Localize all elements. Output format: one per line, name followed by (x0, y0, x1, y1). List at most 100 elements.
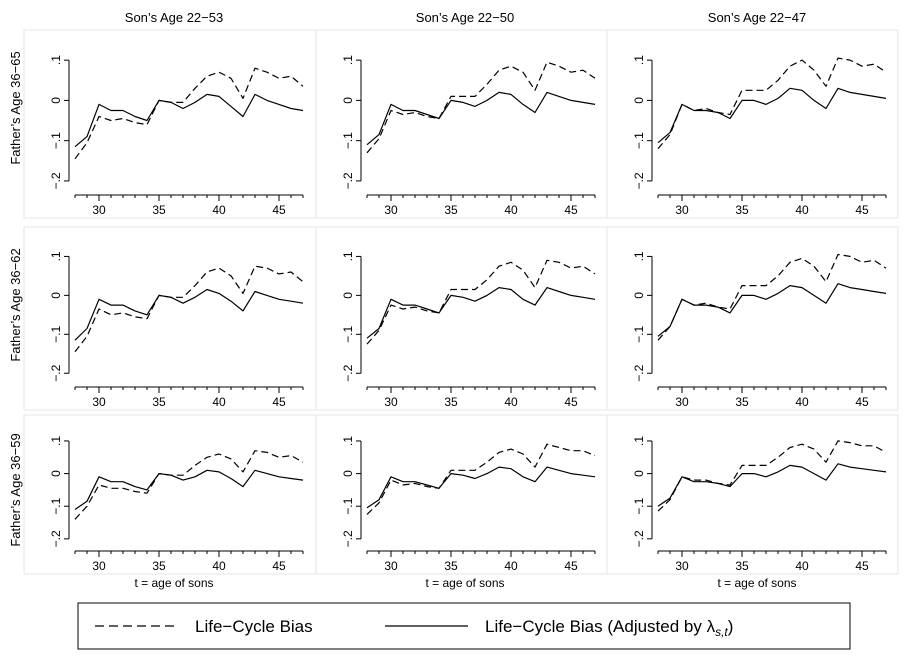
x-tick-label: 30 (384, 559, 398, 573)
row-label: Father’s Age 36−65 (8, 51, 23, 164)
series-line-solid (74, 93, 304, 148)
panel: −.2 −.1 0 .1 30 35 40 45 (23, 226, 317, 411)
y-tick-label: −.1 (632, 325, 646, 342)
series-line-dashed (657, 440, 887, 512)
y-tick-label: 0 (49, 470, 63, 477)
x-tick-label: 40 (504, 203, 518, 217)
x-tick-label: 45 (272, 395, 286, 409)
x-tick-label: 30 (675, 203, 689, 217)
y-tick-label: 0 (49, 97, 63, 104)
x-tick-label: 40 (212, 203, 226, 217)
x-tick-label: 45 (564, 559, 578, 573)
y-tick-label: −.2 (341, 364, 355, 381)
panel: −.2 −.1 0 .1 30 35 40 45 (23, 29, 317, 219)
x-tick-label: 30 (675, 559, 689, 573)
y-tick-label: .1 (632, 251, 646, 261)
y-tick-label: .1 (632, 55, 646, 65)
series-line-dashed (366, 443, 596, 515)
series-line-dashed (366, 259, 596, 345)
panels: −.2 −.1 0 .1 30 35 40 45 −.2 −.1 0 .1 30 35 40 45 −.2 −.1… (23, 29, 899, 575)
y-tick-label: .1 (341, 251, 355, 261)
x-tick-label: 30 (92, 203, 106, 217)
x-tick-label: 40 (795, 395, 809, 409)
y-tick-label: −.1 (49, 497, 63, 514)
x-tick-label: 35 (735, 559, 749, 573)
y-tick-label: 0 (341, 97, 355, 104)
x-tick-label: 35 (152, 203, 166, 217)
series-line-solid (74, 288, 304, 341)
x-tick-label: 30 (92, 559, 106, 573)
y-tick-label: .1 (49, 251, 63, 261)
y-tick-label: −.1 (632, 497, 646, 514)
panel-frame (315, 414, 608, 575)
y-tick-label: 0 (632, 470, 646, 477)
panel: −.2 −.1 0 .1 30 35 40 45 (606, 226, 899, 411)
y-tick-label: −.1 (341, 132, 355, 149)
y-tick-label: −.2 (632, 364, 646, 381)
x-tick-label: 45 (564, 203, 578, 217)
panel-frame (23, 226, 317, 411)
y-tick-label: −.2 (341, 530, 355, 547)
y-tick-label: 0 (341, 292, 355, 299)
x-tick-label: 30 (384, 203, 398, 217)
legend-label-solid: Life−Cycle Bias (Adjusted by λs,t) (485, 617, 733, 639)
x-tick-label: 45 (272, 559, 286, 573)
y-tick-label: 0 (632, 292, 646, 299)
legend-label-solid-main: Life−Cycle Bias (Adjusted by λ (485, 617, 716, 636)
x-tick-label: 35 (444, 395, 458, 409)
series-line-dashed (657, 253, 887, 341)
panel: −.2 −.1 0 .1 30 35 40 45 (606, 29, 899, 219)
x-tick-label: 40 (795, 203, 809, 217)
x-tick-label: 30 (92, 395, 106, 409)
series-line-solid (657, 463, 887, 507)
series-line-dashed (74, 265, 304, 353)
panel: −.2 −.1 0 .1 30 35 40 45 (606, 414, 899, 575)
y-tick-label: −.2 (49, 172, 63, 189)
x-axis-label: t = age of sons (134, 576, 213, 590)
series-line-solid (74, 469, 304, 510)
y-tick-label: 0 (49, 292, 63, 299)
y-tick-label: −.2 (341, 172, 355, 189)
panel: −.2 −.1 0 .1 30 35 40 45 (315, 226, 608, 411)
series-line-dashed (366, 61, 596, 154)
x-tick-label: 45 (855, 203, 869, 217)
y-tick-label: 0 (632, 97, 646, 104)
series-line-solid (366, 466, 596, 509)
y-tick-label: −.1 (341, 325, 355, 342)
series-line-solid (366, 286, 596, 339)
series-line-dashed (74, 450, 304, 520)
y-tick-label: −.2 (632, 530, 646, 547)
y-tick-label: −.1 (341, 497, 355, 514)
column-title: Son’s Age 22−50 (416, 10, 514, 25)
series-line-solid (657, 87, 887, 144)
legend-label-dashed: Life−Cycle Bias (195, 617, 313, 636)
x-tick-label: 40 (504, 559, 518, 573)
y-tick-label: .1 (341, 55, 355, 65)
y-tick-label: .1 (49, 55, 63, 65)
row-label: Father’s Age 36−62 (8, 248, 23, 361)
legend-label-suffix: ) (728, 617, 734, 636)
x-tick-label: 35 (444, 203, 458, 217)
y-tick-label: −.1 (49, 325, 63, 342)
panel: −.2 −.1 0 .1 30 35 40 45 (23, 414, 317, 575)
x-tick-label: 45 (855, 395, 869, 409)
panel-frame (606, 29, 899, 219)
panel-frame (23, 29, 317, 219)
x-tick-label: 35 (444, 559, 458, 573)
y-tick-label: −.1 (49, 132, 63, 149)
row-label: Father’s Age 36−59 (8, 433, 23, 546)
y-tick-label: .1 (341, 436, 355, 446)
x-tick-label: 40 (795, 559, 809, 573)
x-tick-label: 35 (735, 203, 749, 217)
y-tick-label: −.1 (632, 132, 646, 149)
y-tick-label: −.2 (632, 172, 646, 189)
x-tick-label: 45 (272, 203, 286, 217)
x-tick-label: 35 (152, 559, 166, 573)
x-tick-label: 45 (855, 559, 869, 573)
x-axis-label: t = age of sons (425, 576, 504, 590)
x-tick-label: 30 (384, 395, 398, 409)
x-tick-label: 45 (564, 395, 578, 409)
x-tick-label: 40 (212, 559, 226, 573)
x-tick-label: 35 (735, 395, 749, 409)
column-title: Son’s Age 22−53 (125, 10, 223, 25)
